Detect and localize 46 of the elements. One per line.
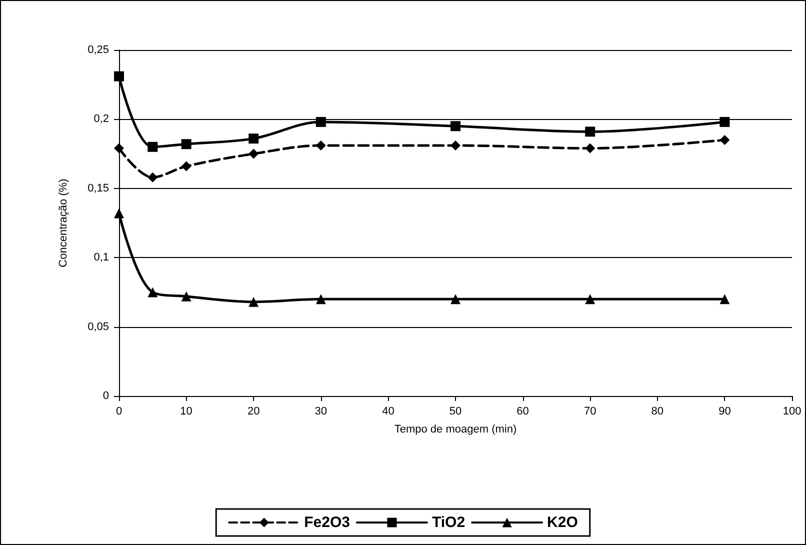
x-axis-title: Tempo de moagem (min)	[394, 424, 517, 436]
point	[720, 134, 730, 145]
x-tick-label: 10	[180, 406, 192, 418]
x-tick-label: 60	[516, 406, 529, 418]
point	[148, 172, 158, 182]
x-tick-label: 90	[718, 406, 731, 418]
point	[585, 126, 596, 137]
point	[248, 296, 259, 307]
y-tick-label: 0,15	[88, 182, 109, 194]
point	[148, 142, 158, 152]
legend-label: Fe2O3	[304, 514, 350, 531]
point	[148, 287, 158, 298]
legend-label: K2O	[547, 514, 578, 531]
point	[450, 121, 460, 132]
point	[114, 143, 124, 154]
y-tick-label: 0,2	[94, 113, 109, 126]
point	[450, 140, 460, 150]
x-tick-label: 50	[449, 406, 462, 418]
y-tick-label: 0	[102, 390, 109, 402]
point	[316, 140, 326, 150]
point	[450, 294, 460, 304]
y-tick-label: 0,25	[88, 44, 109, 56]
legend-label: TiO2	[432, 514, 466, 531]
point	[585, 143, 596, 154]
y-axis-title: Concentração (%)	[58, 178, 70, 268]
y-tick-label: 0,05	[88, 320, 109, 333]
y-tick-label: 0,1	[94, 252, 109, 264]
point	[181, 161, 192, 172]
x-tick-label: 30	[314, 406, 328, 418]
point	[114, 71, 124, 82]
point	[114, 208, 124, 218]
point	[316, 116, 326, 127]
point	[585, 294, 596, 304]
x-tick-label: 20	[247, 406, 260, 418]
point	[248, 134, 259, 144]
x-tick-label: 40	[382, 406, 394, 418]
point	[720, 294, 730, 304]
x-tick-label: 80	[651, 406, 664, 418]
point	[248, 148, 259, 159]
point	[316, 294, 326, 304]
x-tick-label: 70	[584, 406, 596, 418]
point	[720, 116, 730, 127]
x-tick-label: 100	[782, 406, 802, 418]
x-tick-label: 0	[116, 406, 122, 418]
point	[181, 139, 192, 150]
point	[181, 291, 192, 302]
